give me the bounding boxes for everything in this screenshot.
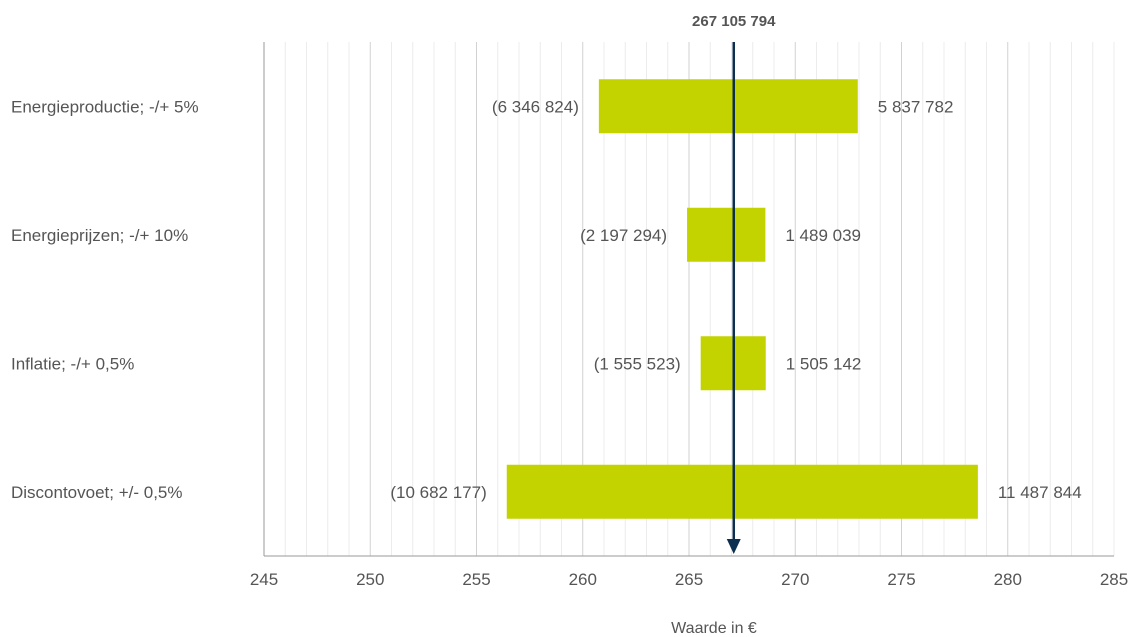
base-arrow-head — [726, 539, 741, 554]
bar — [506, 464, 978, 519]
x-tick-label: 255 — [462, 570, 490, 589]
x-tick-label: 260 — [569, 570, 597, 589]
low-value-label: (10 682 177) — [390, 483, 486, 502]
high-value-label: 5 837 782 — [878, 97, 954, 116]
value-labels: (6 346 824) 5 837 782 (2 197 294) 1 489 039… — [390, 97, 1081, 502]
category-label: Inflatie; -/+ 0,5% — [11, 354, 134, 373]
category-label: Discontovoet; +/- 0,5% — [11, 483, 183, 502]
x-tick-label: 265 — [675, 570, 703, 589]
high-value-label: 1 489 039 — [785, 226, 861, 245]
x-axis-title: Waarde in € — [671, 620, 757, 637]
bar — [598, 79, 858, 134]
high-value-label: 11 487 844 — [998, 483, 1082, 502]
base-line — [726, 42, 741, 554]
base-value-label: 267 105 794 — [692, 13, 776, 30]
bar — [687, 207, 766, 262]
x-tick-label: 275 — [887, 570, 915, 589]
x-tick-labels: 245 250 255 260 265 270 275 280 285 — [250, 570, 1128, 589]
high-value-label: 1 505 142 — [786, 354, 862, 373]
category-labels: Energieproductie; -/+ 5% Energieprijzen; … — [11, 97, 199, 502]
x-tick-label: 280 — [994, 570, 1022, 589]
category-label: Energieproductie; -/+ 5% — [11, 97, 199, 116]
x-tick-label: 250 — [356, 570, 384, 589]
low-value-label: (2 197 294) — [580, 226, 667, 245]
low-value-label: (6 346 824) — [492, 97, 579, 116]
x-tick-label: 285 — [1100, 570, 1128, 589]
category-label: Energieprijzen; -/+ 10% — [11, 226, 188, 245]
bars — [506, 79, 978, 519]
low-value-label: (1 555 523) — [594, 354, 681, 373]
x-tick-label: 245 — [250, 570, 278, 589]
x-tick-label: 270 — [781, 570, 809, 589]
